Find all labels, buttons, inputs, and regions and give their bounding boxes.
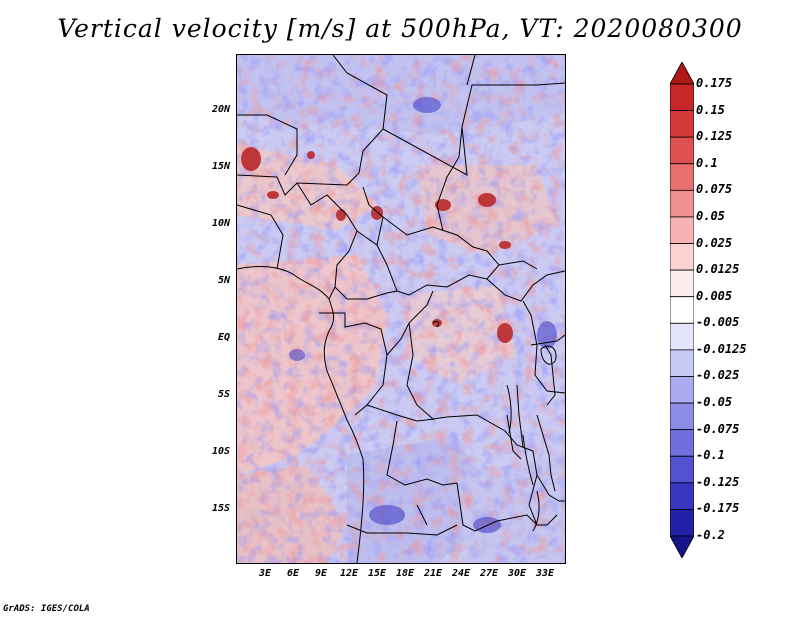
lat-label-5n: 5N xyxy=(217,275,230,286)
lat-label-eq: EQ xyxy=(217,332,230,343)
colorbar-segment xyxy=(670,216,694,244)
colorbar-label: -0.175 xyxy=(696,501,740,516)
colorbar-label: -0.025 xyxy=(696,368,740,383)
colorbar-segment xyxy=(670,83,694,111)
colorbar-segment xyxy=(670,136,694,165)
lon-label-3e: 3E xyxy=(258,568,272,579)
updraft-cores xyxy=(241,147,513,343)
colorbar-segment xyxy=(670,322,694,351)
map-svg xyxy=(237,55,565,563)
colorbar-label: -0.075 xyxy=(696,421,740,436)
lat-label-5s: 5S xyxy=(217,389,230,400)
lon-label-33e: 33E xyxy=(535,568,555,579)
lon-label-27e: 27E xyxy=(479,568,499,579)
colorbar-segment xyxy=(670,429,694,457)
colorbar-segment xyxy=(670,110,694,138)
colorbar-segment xyxy=(670,189,694,218)
map-panel xyxy=(236,54,566,564)
colorbar-label: 0.025 xyxy=(696,235,733,250)
lon-label-24e: 24E xyxy=(451,568,471,579)
colorbar-label: -0.2 xyxy=(696,528,725,542)
lat-label-10n: 10N xyxy=(211,218,230,229)
colorbar-label: -0.05 xyxy=(696,395,733,410)
colorbar-label: -0.0125 xyxy=(696,341,747,356)
colorbar-label: -0.125 xyxy=(696,474,740,489)
colorbar-segment xyxy=(670,509,694,537)
colorbar-label: 0.175 xyxy=(696,76,733,90)
lat-label-10s: 10S xyxy=(211,446,230,457)
lakes xyxy=(432,320,557,532)
lon-label-30e: 30E xyxy=(507,568,527,579)
colorbar-label: 0.15 xyxy=(696,102,725,117)
colorbar-segment xyxy=(670,455,694,484)
lat-label-15n: 15N xyxy=(211,161,230,172)
colorbar-segment xyxy=(670,349,694,377)
colorbar-label: -0.1 xyxy=(696,448,725,463)
chart-title: Vertical velocity [m/s] at 500hPa, VT: 2… xyxy=(57,14,743,43)
field-noise-red xyxy=(237,55,565,563)
lat-label-20n: 20N xyxy=(211,104,230,115)
colorbar-segment xyxy=(670,402,694,431)
colorbar-segment xyxy=(670,482,694,510)
grads-credit: GrADS: IGES/COLA xyxy=(3,604,90,614)
colorbar-label: -0.005 xyxy=(696,315,740,330)
lon-label-6e: 6E xyxy=(286,568,300,579)
colorbar-label: 0.1 xyxy=(696,155,718,170)
lon-label-18e: 18E xyxy=(395,568,415,579)
colorbar-segment xyxy=(670,243,694,271)
colorbar-label: 0.075 xyxy=(696,182,733,197)
lon-label-12e: 12E xyxy=(339,568,359,579)
colorbar-segment xyxy=(670,535,694,558)
lon-label-21e: 21E xyxy=(423,568,443,579)
colorbar-label: 0.0125 xyxy=(696,262,740,277)
lat-label-15s: 15S xyxy=(211,503,230,514)
colorbar-label: 0.005 xyxy=(696,288,733,303)
colorbar-segment xyxy=(670,163,694,191)
colorbar-segment xyxy=(670,376,694,404)
colorbar-segment xyxy=(670,296,694,324)
colorbar-segment xyxy=(670,62,694,85)
lon-label-9e: 9E xyxy=(314,568,328,579)
country-boundaries xyxy=(237,55,565,563)
colorbar-label: 0.125 xyxy=(696,129,733,144)
lon-label-15e: 15E xyxy=(367,568,387,579)
colorbar-segment xyxy=(670,269,694,298)
colorbar xyxy=(670,62,694,558)
colorbar-label: 0.05 xyxy=(696,208,725,223)
